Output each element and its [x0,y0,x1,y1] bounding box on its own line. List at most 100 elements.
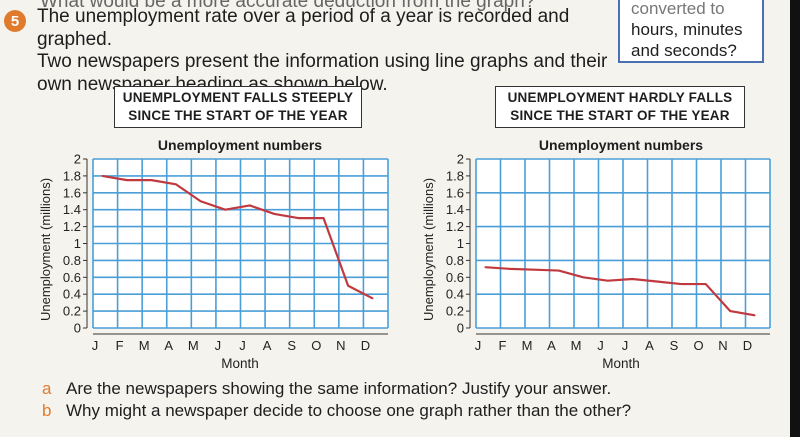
sub-question-text: Are the newspapers showing the same info… [66,379,611,398]
data-point [558,270,560,272]
x-tick-label: S [287,338,296,353]
newspaper-headline-left: UNEMPLOYMENT FALLS STEEPLY SINCE THE STA… [114,86,362,128]
x-tick-label: O [693,338,703,353]
data-point [249,205,251,207]
headline-line: UNEMPLOYMENT HARDLY FALLS [496,89,744,107]
y-tick-label: 0.8 [63,253,81,268]
y-tick-label: 0.4 [446,287,464,302]
page-edge [790,0,800,437]
y-axis-label: Unemployment (millions) [38,178,53,321]
x-tick-label: F [116,338,124,353]
x-tick-label: M [139,338,150,353]
side-note-line: and seconds? [631,40,762,61]
y-axis-label: Unemployment (millions) [421,178,436,321]
sub-question-label: a [42,378,66,400]
x-tick-label: S [670,338,679,353]
data-point [298,217,300,219]
y-tick-label: 2 [74,152,81,167]
y-tick-label: 0.6 [63,270,81,285]
chart-title: Unemployment numbers [539,137,703,153]
x-tick-label: O [311,338,321,353]
x-axis-label: Month [602,356,640,371]
x-tick-label: D [743,338,752,353]
x-tick-label: M [571,338,582,353]
y-tick-label: 1.4 [63,202,81,217]
data-point [754,315,756,317]
y-tick-label: 1.8 [446,168,464,183]
y-tick-label: 1 [74,236,81,251]
question-text: The unemployment rate over a period of a… [37,6,622,96]
sub-question-b: b Why might a newspaper decide to choose … [42,400,631,422]
x-tick-label: J [215,338,222,353]
data-point [274,213,276,215]
x-tick-label: A [263,338,272,353]
data-point [200,200,202,202]
x-tick-label: N [718,338,727,353]
y-tick-label: 0.4 [63,287,81,302]
headline-line: SINCE THE START OF THE YEAR [496,107,744,125]
x-tick-label: M [522,338,533,353]
x-axis-label: Month [221,356,259,371]
x-tick-label: J [597,338,604,353]
data-point [582,277,584,279]
data-point [607,280,609,282]
data-point [224,209,226,211]
data-point [729,310,731,312]
y-tick-label: 1.6 [446,185,464,200]
y-tick-label: 2 [457,152,464,167]
data-point [705,283,707,285]
headline-line: UNEMPLOYMENT FALLS STEEPLY [115,89,361,107]
side-note-line: hours, minutes [631,19,762,40]
data-point [656,281,658,283]
y-tick-label: 0.2 [63,304,81,319]
newspaper-headline-right: UNEMPLOYMENT HARDLY FALLS SINCE THE STAR… [495,86,745,128]
data-point [484,266,486,268]
side-note-box: converted to hours, minutes and seconds? [618,0,764,63]
question-line: Two newspapers present the information u… [37,51,622,74]
chart-right: 00.20.40.60.811.21.41.61.82J F M A M J J A S O N DU… [405,132,790,378]
data-point [372,298,374,300]
data-point [323,217,325,219]
sub-questions: a Are the newspapers showing the same inf… [42,378,631,422]
y-tick-label: 1.6 [63,185,81,200]
x-tick-label: D [361,338,370,353]
data-point [631,278,633,280]
question-number-badge: 5 [4,10,26,32]
y-tick-label: 0.6 [446,270,464,285]
y-tick-label: 0.2 [446,304,464,319]
x-tick-label: J [622,338,629,353]
data-point [151,179,153,181]
x-tick-label: A [164,338,173,353]
data-point [101,175,103,177]
y-tick-label: 0.8 [446,253,464,268]
sub-question-text: Why might a newspaper decide to choose o… [66,401,631,420]
data-point [509,268,511,270]
chart-title: Unemployment numbers [158,137,322,153]
y-tick-label: 1 [457,236,464,251]
data-point [680,283,682,285]
x-tick-label: J [92,338,99,353]
side-note-line: converted to [631,0,762,19]
x-tick-label: F [499,338,507,353]
x-tick-label: N [336,338,345,353]
data-point [533,269,535,271]
question-line: The unemployment rate over a period of a… [37,6,622,51]
chart-left: 00.20.40.60.811.21.41.61.82J F M A M J J A S O N DU… [0,132,395,378]
x-tick-label: A [547,338,556,353]
y-tick-label: 1.8 [63,168,81,183]
data-point [175,184,177,186]
x-tick-label: A [645,338,654,353]
y-tick-label: 0 [74,321,81,336]
data-point [347,285,349,287]
y-tick-label: 1.2 [446,219,464,234]
sub-question-a: a Are the newspapers showing the same inf… [42,378,631,400]
x-tick-label: J [239,338,246,353]
x-tick-label: J [475,338,482,353]
sub-question-label: b [42,400,66,422]
y-tick-label: 1.2 [63,219,81,234]
data-point [126,179,128,181]
x-tick-label: M [188,338,199,353]
y-tick-label: 0 [457,321,464,336]
y-tick-label: 1.4 [446,202,464,217]
headline-line: SINCE THE START OF THE YEAR [115,107,361,125]
